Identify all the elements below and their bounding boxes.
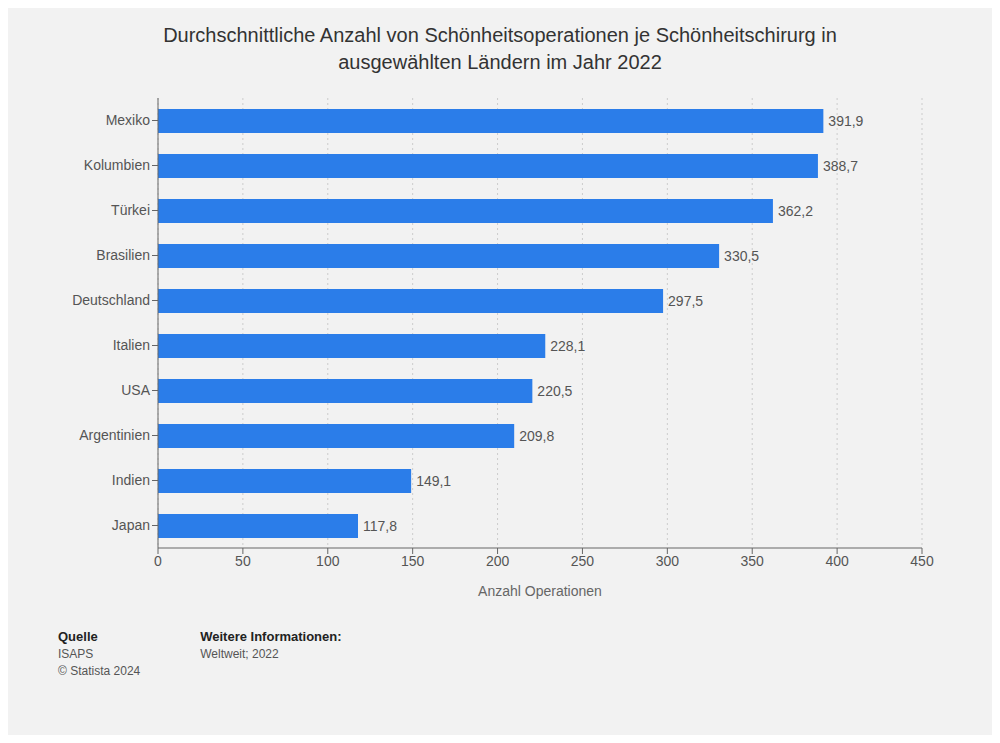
svg-text:220,5: 220,5 [537, 383, 572, 399]
html-text:Durchschnittliche Anzahl von S: Durchschnittliche Anzahl von Schönheitso… [163, 24, 837, 73]
svg-text:Deutschland: Deutschland [72, 292, 150, 308]
svg-text:50: 50 [235, 553, 251, 569]
svg-text:330,5: 330,5 [724, 248, 759, 264]
svg-text:Mexiko: Mexiko [106, 112, 151, 128]
svg-text:100: 100 [316, 553, 340, 569]
svg-text:200: 200 [486, 553, 510, 569]
svg-text:300: 300 [656, 553, 680, 569]
html-text:Quelle: Quelle [58, 629, 98, 644]
svg-text:150: 150 [401, 553, 425, 569]
svg-text:Indien: Indien [112, 472, 150, 488]
svg-text:149,1: 149,1 [416, 473, 451, 489]
svg-text:Argentinien: Argentinien [79, 427, 150, 443]
html-text:Weltweit; 2022: Weltweit; 2022 [200, 647, 279, 662]
svg-text:Japan: Japan [112, 517, 150, 533]
svg-text:Kolumbien: Kolumbien [84, 157, 150, 173]
svg-text:Türkei: Türkei [111, 202, 150, 218]
html-text:Weitere Informationen:: Weitere Informationen: [200, 629, 342, 644]
html-text:ISAPS: ISAPS [58, 647, 94, 662]
svg-text:0: 0 [154, 553, 162, 569]
svg-text:209,8: 209,8 [519, 428, 554, 444]
svg-text:USA: USA [121, 382, 150, 398]
svg-text:391,9: 391,9 [828, 113, 863, 129]
svg-text:250: 250 [571, 553, 595, 569]
svg-text:228,1: 228,1 [550, 338, 585, 354]
svg-text:117,8: 117,8 [363, 518, 397, 534]
svg-text:450: 450 [910, 553, 934, 569]
svg-text:Italien: Italien [113, 337, 150, 353]
svg-text:297,5: 297,5 [668, 293, 703, 309]
html-text:© Statista 2024: © Statista 2024 [58, 664, 141, 678]
svg-text:362,2: 362,2 [778, 203, 813, 219]
svg-text:350: 350 [741, 553, 765, 569]
svg-text:Brasilien: Brasilien [96, 247, 150, 263]
svg-text:Anzahl Operationen: Anzahl Operationen [478, 583, 602, 599]
svg-text:400: 400 [825, 553, 849, 569]
svg-text:388,7: 388,7 [823, 158, 858, 174]
